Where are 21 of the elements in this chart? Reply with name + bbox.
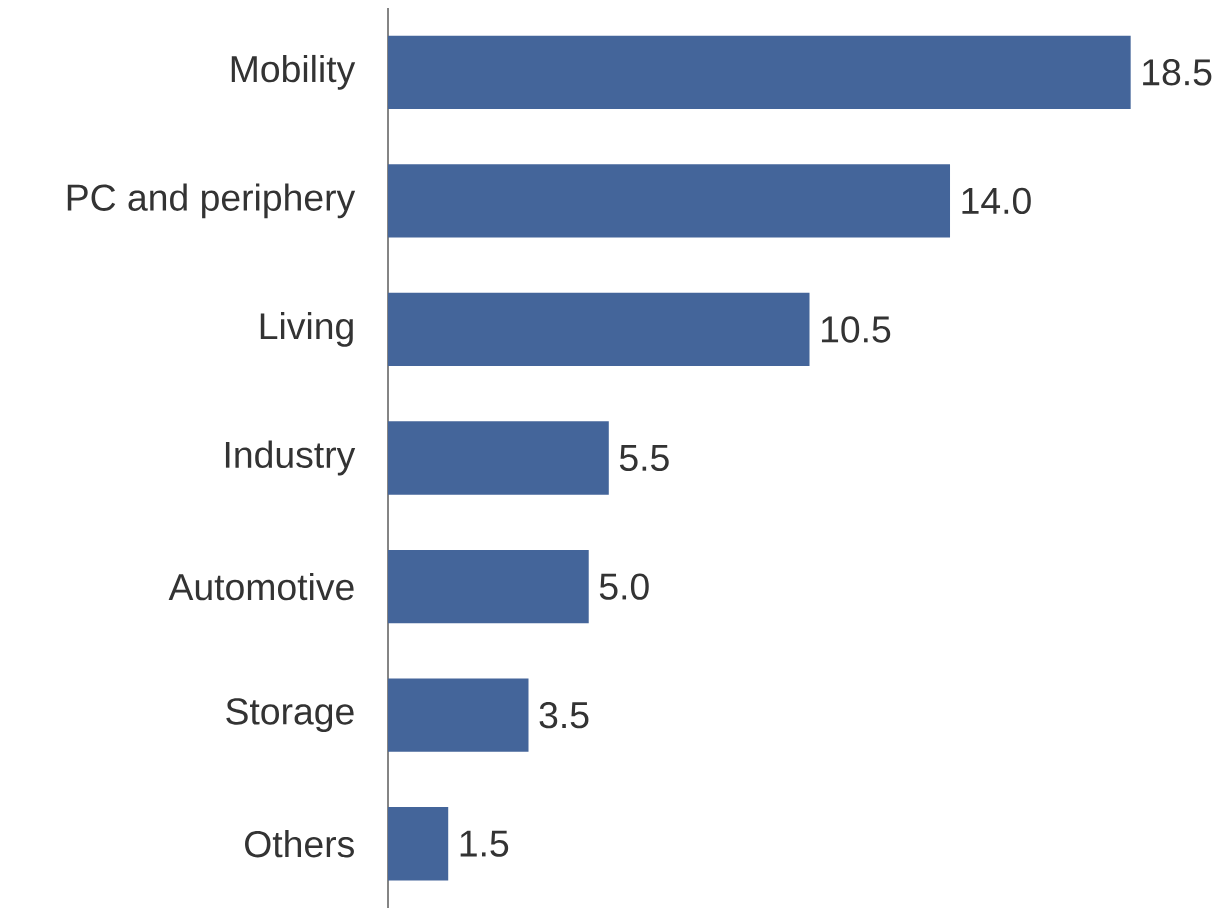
bar [388,807,449,881]
y-tick-label: Living [260,312,353,347]
data-label: 5.0 [599,573,649,600]
data-label: 10.5 [821,316,891,343]
bar [388,35,1131,109]
bar [388,421,609,495]
bar [388,292,810,367]
bar [388,678,529,752]
bar [388,164,951,238]
y-tick-label: Storage [226,698,354,733]
y-tick-label: PC and periphery [67,183,356,219]
y-tick-label: Industry [225,440,356,476]
data-label: 3.5 [539,701,589,729]
data-label: 1.5 [460,830,509,857]
bar [388,549,589,624]
y-tick-label: Others [245,830,354,858]
y-tick-label: Mobility [231,54,356,90]
data-label: 18.5 [1143,59,1212,86]
y-tick-label: Automotive [168,572,354,601]
data-label: 14.0 [962,187,1031,215]
data-label: 5.5 [619,444,669,472]
